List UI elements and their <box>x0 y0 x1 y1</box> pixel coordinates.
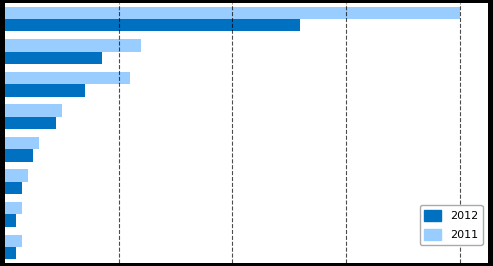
Bar <box>5 52 102 64</box>
Legend: 2012, 2011: 2012, 2011 <box>420 205 483 245</box>
Bar <box>5 169 28 182</box>
Bar <box>5 137 39 149</box>
Bar <box>5 202 22 214</box>
Bar <box>5 182 22 194</box>
Bar <box>5 19 301 31</box>
Bar <box>5 235 22 247</box>
Bar <box>5 214 16 227</box>
Bar <box>5 104 62 117</box>
Bar <box>5 84 84 97</box>
Bar <box>5 72 130 84</box>
Bar <box>5 247 16 259</box>
Bar <box>5 149 34 162</box>
Bar <box>5 7 459 19</box>
Bar <box>5 117 56 129</box>
Bar <box>5 39 141 52</box>
